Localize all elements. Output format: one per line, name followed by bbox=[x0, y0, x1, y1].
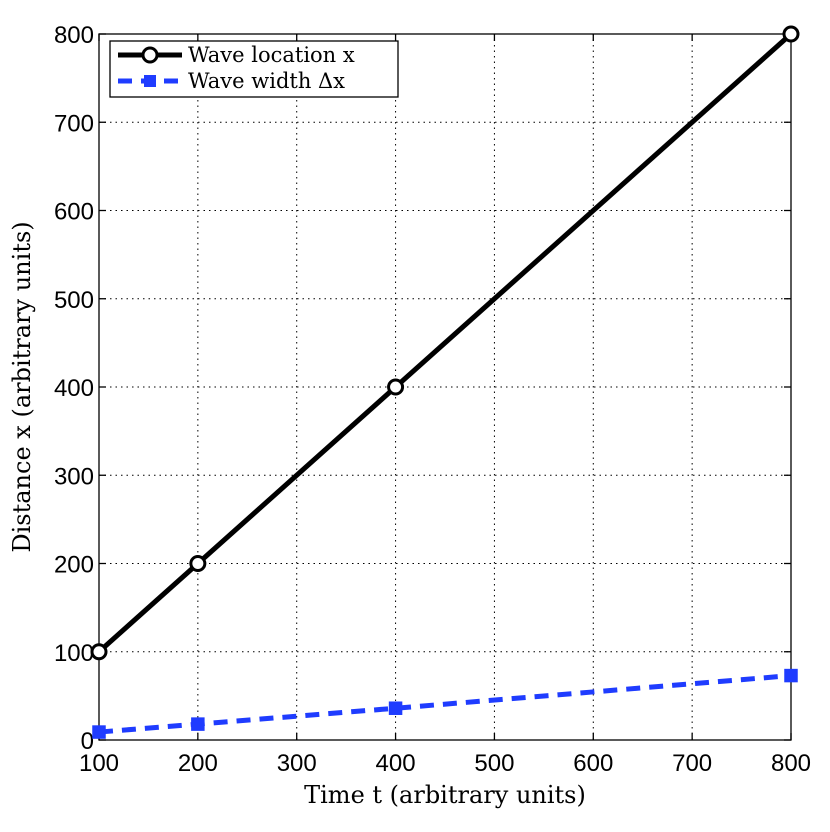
data-point bbox=[387, 378, 405, 396]
x-axis-label: Time t (arbitrary units) bbox=[304, 781, 586, 809]
series-2 bbox=[92, 668, 798, 739]
legend-label: Wave location x bbox=[188, 43, 355, 67]
data-point bbox=[782, 25, 800, 43]
x-tick-label: 800 bbox=[771, 750, 811, 777]
y-tick-label: 200 bbox=[54, 552, 94, 579]
y-axis-label: Distance x (arbitrary units) bbox=[8, 221, 36, 552]
plot-frame bbox=[98, 33, 792, 741]
legend-label: Wave width Δx bbox=[188, 69, 345, 93]
y-tick-label: 700 bbox=[54, 110, 94, 137]
series-layer bbox=[90, 25, 800, 739]
x-tick-label: 200 bbox=[178, 750, 218, 777]
legend-box bbox=[109, 40, 399, 98]
data-point bbox=[92, 725, 106, 739]
y-tick-label: 600 bbox=[54, 199, 94, 226]
y-tick-label: 500 bbox=[54, 287, 94, 314]
series-line bbox=[98, 673, 792, 735]
x-axis-ticks: 100 200 300 400 500 600 700 800 bbox=[79, 34, 811, 777]
x-tick-label: 600 bbox=[573, 750, 613, 777]
x-tick-label: 100 bbox=[79, 750, 119, 777]
x-tick-label: 500 bbox=[474, 750, 514, 777]
y-tick-label: 300 bbox=[54, 463, 94, 490]
legend-item: Wave location x bbox=[118, 43, 355, 67]
data-point bbox=[784, 668, 798, 683]
legend-item: Wave width Δx bbox=[118, 69, 345, 93]
y-tick-label: 100 bbox=[54, 640, 94, 667]
axes bbox=[98, 33, 792, 741]
data-point bbox=[388, 701, 403, 715]
y-tick-label: 400 bbox=[54, 375, 94, 402]
series-line bbox=[97, 32, 793, 654]
data-point bbox=[191, 717, 205, 731]
y-tick-label: 0 bbox=[81, 728, 94, 755]
x-tick-label: 300 bbox=[277, 750, 317, 777]
legend-marker bbox=[141, 46, 159, 64]
data-point bbox=[189, 555, 207, 572]
x-tick-label: 400 bbox=[376, 750, 416, 777]
grid bbox=[99, 34, 791, 740]
y-tick-label: 800 bbox=[54, 22, 94, 49]
series-1 bbox=[90, 25, 800, 661]
legend-marker bbox=[144, 75, 156, 87]
data-point bbox=[90, 643, 108, 661]
x-tick-label: 700 bbox=[672, 750, 712, 777]
y-axis-ticks: 0 100 200 300 400 500 600 700 800 bbox=[54, 22, 791, 755]
